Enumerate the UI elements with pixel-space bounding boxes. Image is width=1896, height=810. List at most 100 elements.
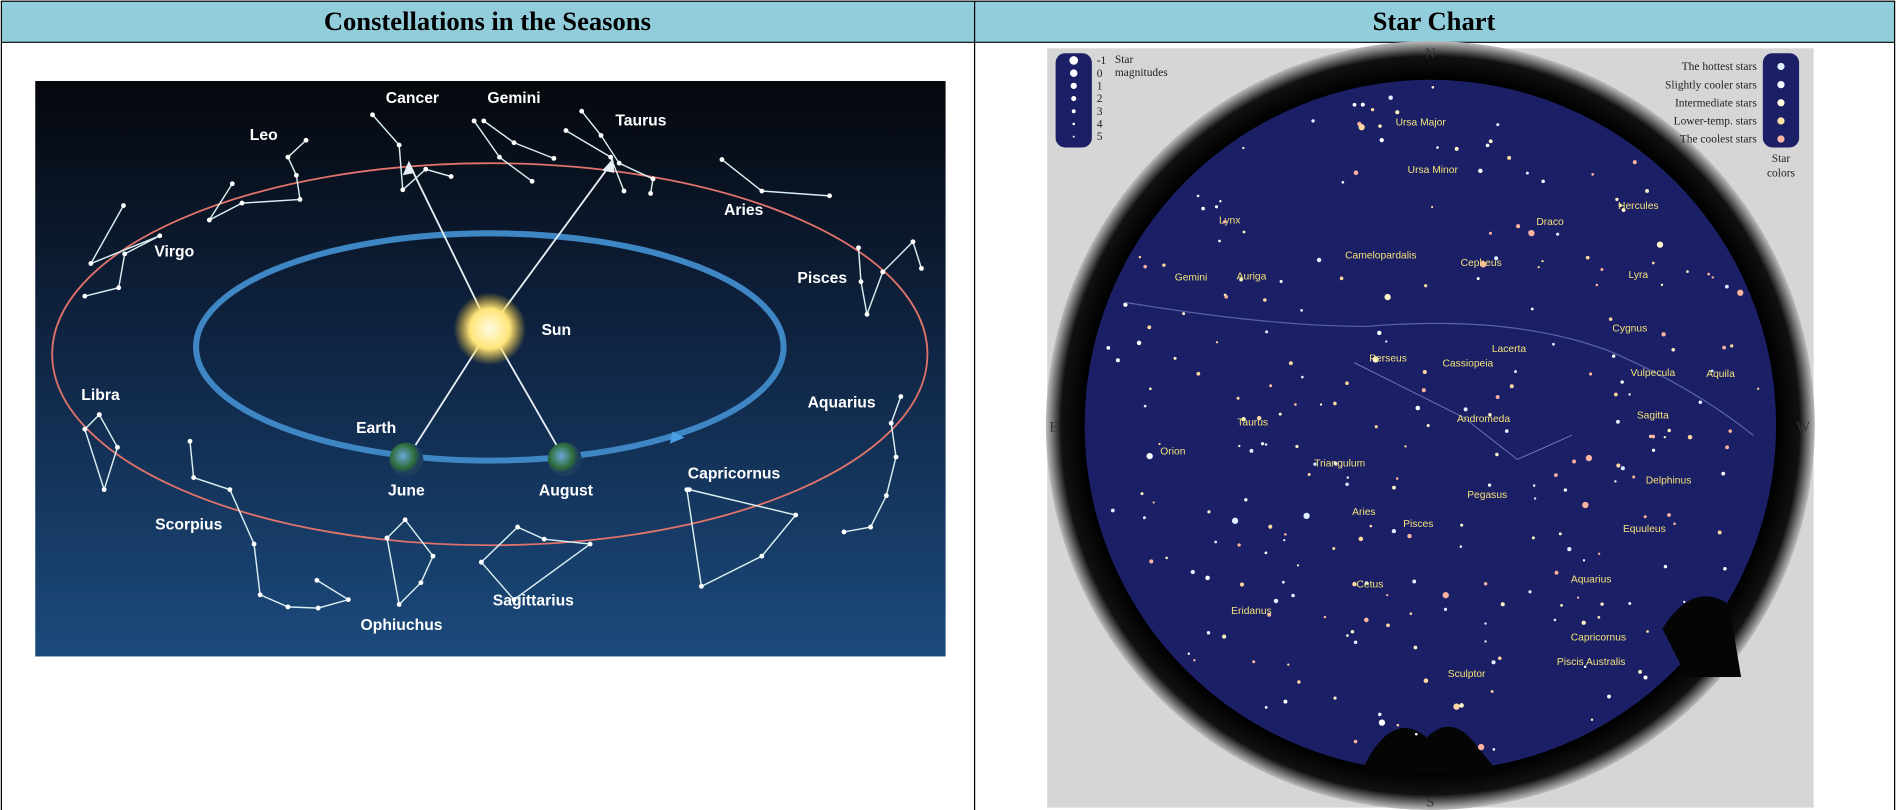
sky-star — [1553, 618, 1557, 622]
sky-star — [1332, 546, 1336, 550]
sky-star — [1431, 205, 1434, 209]
sky-star — [1487, 483, 1492, 487]
sky-star — [1201, 206, 1205, 211]
sky-star — [1528, 229, 1535, 237]
sky-star — [1488, 413, 1492, 417]
star — [827, 193, 832, 199]
sky-star — [1249, 448, 1254, 453]
sky-star — [1484, 640, 1487, 643]
sky-star — [1614, 480, 1617, 483]
chart-line — [1402, 386, 1464, 418]
star — [511, 597, 517, 603]
star — [251, 541, 257, 547]
sky-star — [1496, 123, 1500, 127]
sky-star — [1421, 388, 1426, 393]
star — [579, 108, 585, 114]
legend-star — [1777, 81, 1785, 89]
sky-star — [1333, 461, 1338, 466]
sky-star — [1413, 645, 1418, 650]
sky-star — [1558, 532, 1562, 536]
sky-star — [1333, 696, 1337, 700]
sky-star — [1660, 283, 1664, 287]
star — [648, 191, 654, 196]
star — [187, 438, 193, 444]
constellation-label: Pisces — [797, 270, 847, 287]
direction-label: N — [1425, 46, 1436, 62]
sky-star — [1531, 536, 1535, 540]
constellation-label: Auriga — [1237, 271, 1267, 282]
sky-star — [1490, 690, 1494, 693]
sky-star — [1494, 256, 1499, 261]
sky-star — [1252, 660, 1256, 664]
sky-star — [1414, 732, 1418, 736]
sky-star — [1149, 387, 1152, 391]
sky-star — [1196, 194, 1200, 198]
sky-star — [1242, 146, 1245, 150]
sky-star — [1725, 445, 1730, 450]
sky-star — [1600, 602, 1604, 606]
sky-star — [1263, 298, 1267, 302]
sky-star — [1507, 155, 1512, 160]
star — [418, 580, 424, 586]
sky-star — [1187, 652, 1190, 655]
sky-star — [1711, 276, 1714, 279]
constellation-label: Gemini — [487, 90, 540, 107]
star — [384, 535, 390, 541]
sky-star — [1663, 564, 1668, 569]
sky-star — [1707, 272, 1711, 276]
chart-line — [1462, 416, 1518, 460]
constellation-label: Cetus — [1357, 580, 1384, 591]
sky-star — [1353, 739, 1358, 744]
sky-star — [1717, 530, 1722, 535]
sky-star — [1495, 395, 1500, 400]
arrow-head — [602, 158, 615, 173]
sky-star — [1143, 404, 1147, 408]
sky-star — [1621, 207, 1626, 212]
sky-star — [1673, 522, 1676, 526]
sky-star — [1537, 265, 1540, 269]
sky-star — [1395, 477, 1399, 480]
star — [515, 524, 521, 530]
sky-star — [1396, 723, 1400, 727]
direction-label: W — [1796, 420, 1810, 436]
star — [893, 454, 899, 460]
sky-star — [1460, 523, 1464, 527]
star — [423, 166, 429, 172]
sky-star — [1661, 332, 1666, 337]
constellation-label: Pegasus — [1467, 490, 1507, 501]
sky-star — [1307, 472, 1311, 477]
star — [719, 157, 725, 162]
sky-star — [1345, 482, 1349, 487]
sky-star — [1615, 197, 1619, 201]
sky-star — [1377, 712, 1382, 717]
constellation-label: Vulpecula — [1630, 368, 1675, 379]
sky-star — [1222, 634, 1227, 639]
milky-way — [1124, 301, 1754, 436]
sky-star — [1476, 277, 1480, 281]
star — [529, 178, 535, 184]
sky-star — [1585, 454, 1593, 462]
star — [616, 160, 622, 166]
sky-star — [1436, 146, 1439, 149]
constellation-figure — [386, 518, 434, 606]
sky-star — [1497, 656, 1502, 661]
sky-star — [1215, 341, 1219, 344]
constellation-label: Cancer — [386, 90, 439, 107]
star — [864, 311, 870, 317]
sky-star — [1360, 102, 1365, 107]
sky-star — [1567, 546, 1572, 552]
sky-star — [1504, 429, 1509, 433]
sky-star — [1392, 485, 1396, 490]
sky-star — [1300, 309, 1303, 312]
star — [96, 412, 102, 418]
sky-star — [1136, 340, 1142, 346]
constellation-figure — [857, 240, 923, 318]
sky-star — [1404, 445, 1407, 448]
sky-star — [1345, 381, 1349, 385]
sky-star — [1291, 593, 1295, 598]
sky-star — [1231, 517, 1239, 524]
sky-star — [1207, 510, 1211, 514]
sky-star — [1313, 462, 1317, 466]
sky-star — [1352, 102, 1357, 107]
